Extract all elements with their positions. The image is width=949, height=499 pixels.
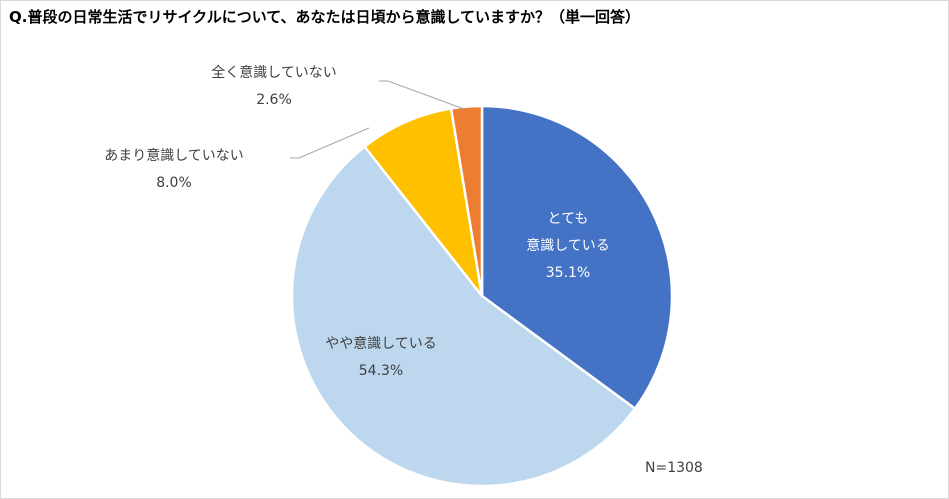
slice-very-conscious-label: とても意識している 35.1% [526, 211, 610, 281]
slice-not-at-all-conscious-leader-line [379, 80, 465, 110]
sample-size-note: N=1308 [645, 460, 703, 476]
slice-not-at-all-conscious [449, 104, 484, 298]
slice-not-very-conscious [363, 107, 484, 298]
slice-somewhat-conscious-value: 54.3% [359, 363, 403, 379]
slice-not-very-conscious-label: あまり意識していない 8.0% [104, 147, 244, 191]
slice-not-at-all-conscious-name: 全く意識していない [211, 64, 337, 81]
slice-very-conscious-name: とても [548, 211, 589, 227]
chart-title: Q.普段の日常生活でリサイクルについて、あなたは日頃から意識していますか？（単一… [9, 8, 641, 26]
slice-not-at-all-conscious-label: 全く意識していない 2.6% [211, 64, 337, 108]
slice-somewhat-conscious-label: やや意識している 54.3% [325, 335, 437, 379]
slice-not-at-all-conscious-value: 2.6% [256, 92, 292, 108]
slice-somewhat-conscious [290, 145, 637, 488]
slice-very-conscious-value: 35.1% [546, 265, 590, 281]
slice-somewhat-conscious-name: やや意識している [325, 335, 437, 352]
slice-not-very-conscious-name: あまり意識していない [104, 147, 244, 164]
slice-very-conscious [480, 104, 674, 410]
slice-not-very-conscious-value: 8.0% [156, 175, 192, 191]
slice-not-very-conscious-leader-line [290, 127, 370, 159]
slice-very-conscious-name: 意識している [526, 237, 610, 254]
